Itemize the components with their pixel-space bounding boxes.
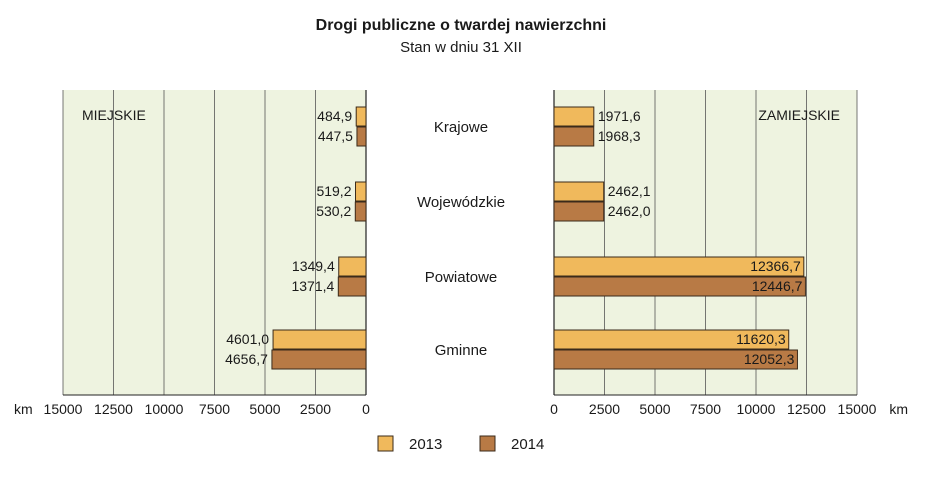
tick-label-left-15000: 15000: [44, 401, 83, 417]
bar-right-wojewodzkie-2014: [553, 201, 605, 222]
tick-label-right-5000: 5000: [639, 401, 670, 417]
legend-swatch-2014: [479, 435, 496, 452]
data-label-left-krajowe-2013: 484,9: [317, 108, 352, 124]
bar-left-krajowe-2014: [356, 126, 367, 147]
data-label-right-powiatowe-2013: 12366,7: [750, 258, 801, 274]
chart-subtitle: Stan w dniu 31 XII: [400, 39, 522, 56]
legend-label-2014: 2014: [511, 436, 544, 453]
tick-label-right-7500: 7500: [690, 401, 721, 417]
bar-left-wojewodzkie-2013: [355, 181, 367, 202]
data-label-left-wojewodzkie-2013: 519,2: [316, 183, 351, 199]
tick-label-left-7500: 7500: [199, 401, 230, 417]
legend-label-2013: 2013: [409, 436, 442, 453]
legend-swatch-2013: [377, 435, 394, 452]
bar-right-wojewodzkie-2013: [553, 181, 605, 202]
tick-label-right-0: 0: [550, 401, 558, 417]
unit-label-right: km: [889, 401, 908, 417]
bar-right-krajowe-2013: [553, 106, 595, 127]
tick-label-right-2500: 2500: [589, 401, 620, 417]
bar-left-gminne-2014: [271, 349, 367, 370]
tick-label-right-12500: 12500: [787, 401, 826, 417]
bar-right-powiatowe-2014: [553, 276, 806, 297]
data-label-right-powiatowe-2014: 12446,7: [752, 278, 803, 294]
data-label-right-krajowe-2013: 1971,6: [598, 108, 641, 124]
tick-label-left-2500: 2500: [300, 401, 331, 417]
category-label-powiatowe: Powiatowe: [425, 269, 498, 286]
bar-left-wojewodzkie-2014: [354, 201, 367, 222]
tick-label-left-12500: 12500: [94, 401, 133, 417]
data-label-right-wojewodzkie-2014: 2462,0: [608, 203, 651, 219]
unit-label-left: km: [14, 401, 33, 417]
tick-label-left-5000: 5000: [249, 401, 280, 417]
data-labels: 484,9 519,2 1349,4 4601,0 447,5 530,2 1371,4 46…: [225, 108, 803, 367]
tick-label-left-10000: 10000: [145, 401, 184, 417]
data-label-left-gminne-2013: 4601,0: [226, 331, 269, 347]
panel-label-zamiejskie: ZAMIEJSKIE: [758, 107, 840, 123]
data-label-left-powiatowe-2013: 1349,4: [292, 258, 335, 274]
bar-right-krajowe-2014: [553, 126, 595, 147]
data-label-left-powiatowe-2014: 1371,4: [291, 278, 334, 294]
data-label-right-krajowe-2014: 1968,3: [598, 128, 641, 144]
tick-label-left-0: 0: [362, 401, 370, 417]
tick-labels: 0 2500 5000 7500 10000 12500 15000 0 2500 5000 750…: [44, 401, 877, 417]
bar-right-gminne-2014: [553, 349, 798, 370]
tick-label-right-10000: 10000: [737, 401, 776, 417]
category-label-krajowe: Krajowe: [434, 119, 488, 136]
data-label-right-gminne-2014: 12052,3: [744, 351, 795, 367]
bar-left-gminne-2013: [272, 329, 367, 350]
data-label-left-krajowe-2014: 447,5: [318, 128, 353, 144]
category-label-gminne: Gminne: [435, 342, 488, 359]
data-label-left-wojewodzkie-2014: 530,2: [316, 203, 351, 219]
bar-left-powiatowe-2014: [337, 276, 367, 297]
bars: [271, 106, 806, 370]
data-label-left-gminne-2014: 4656,7: [225, 351, 268, 367]
bar-right-powiatowe-2013: [553, 256, 805, 277]
bar-left-krajowe-2013: [355, 106, 367, 127]
panel-label-miejskie: MIEJSKIE: [82, 107, 146, 123]
tick-label-right-15000: 15000: [838, 401, 877, 417]
chart-title: Drogi publiczne o twardej nawierzchni: [316, 17, 607, 34]
data-label-right-gminne-2013: 11620,3: [736, 331, 786, 347]
bar-right-gminne-2013: [553, 329, 790, 350]
category-label-wojewodzkie: Wojewódzkie: [417, 194, 505, 211]
data-label-right-wojewodzkie-2013: 2462,1: [608, 183, 651, 199]
bar-left-powiatowe-2013: [338, 256, 367, 277]
